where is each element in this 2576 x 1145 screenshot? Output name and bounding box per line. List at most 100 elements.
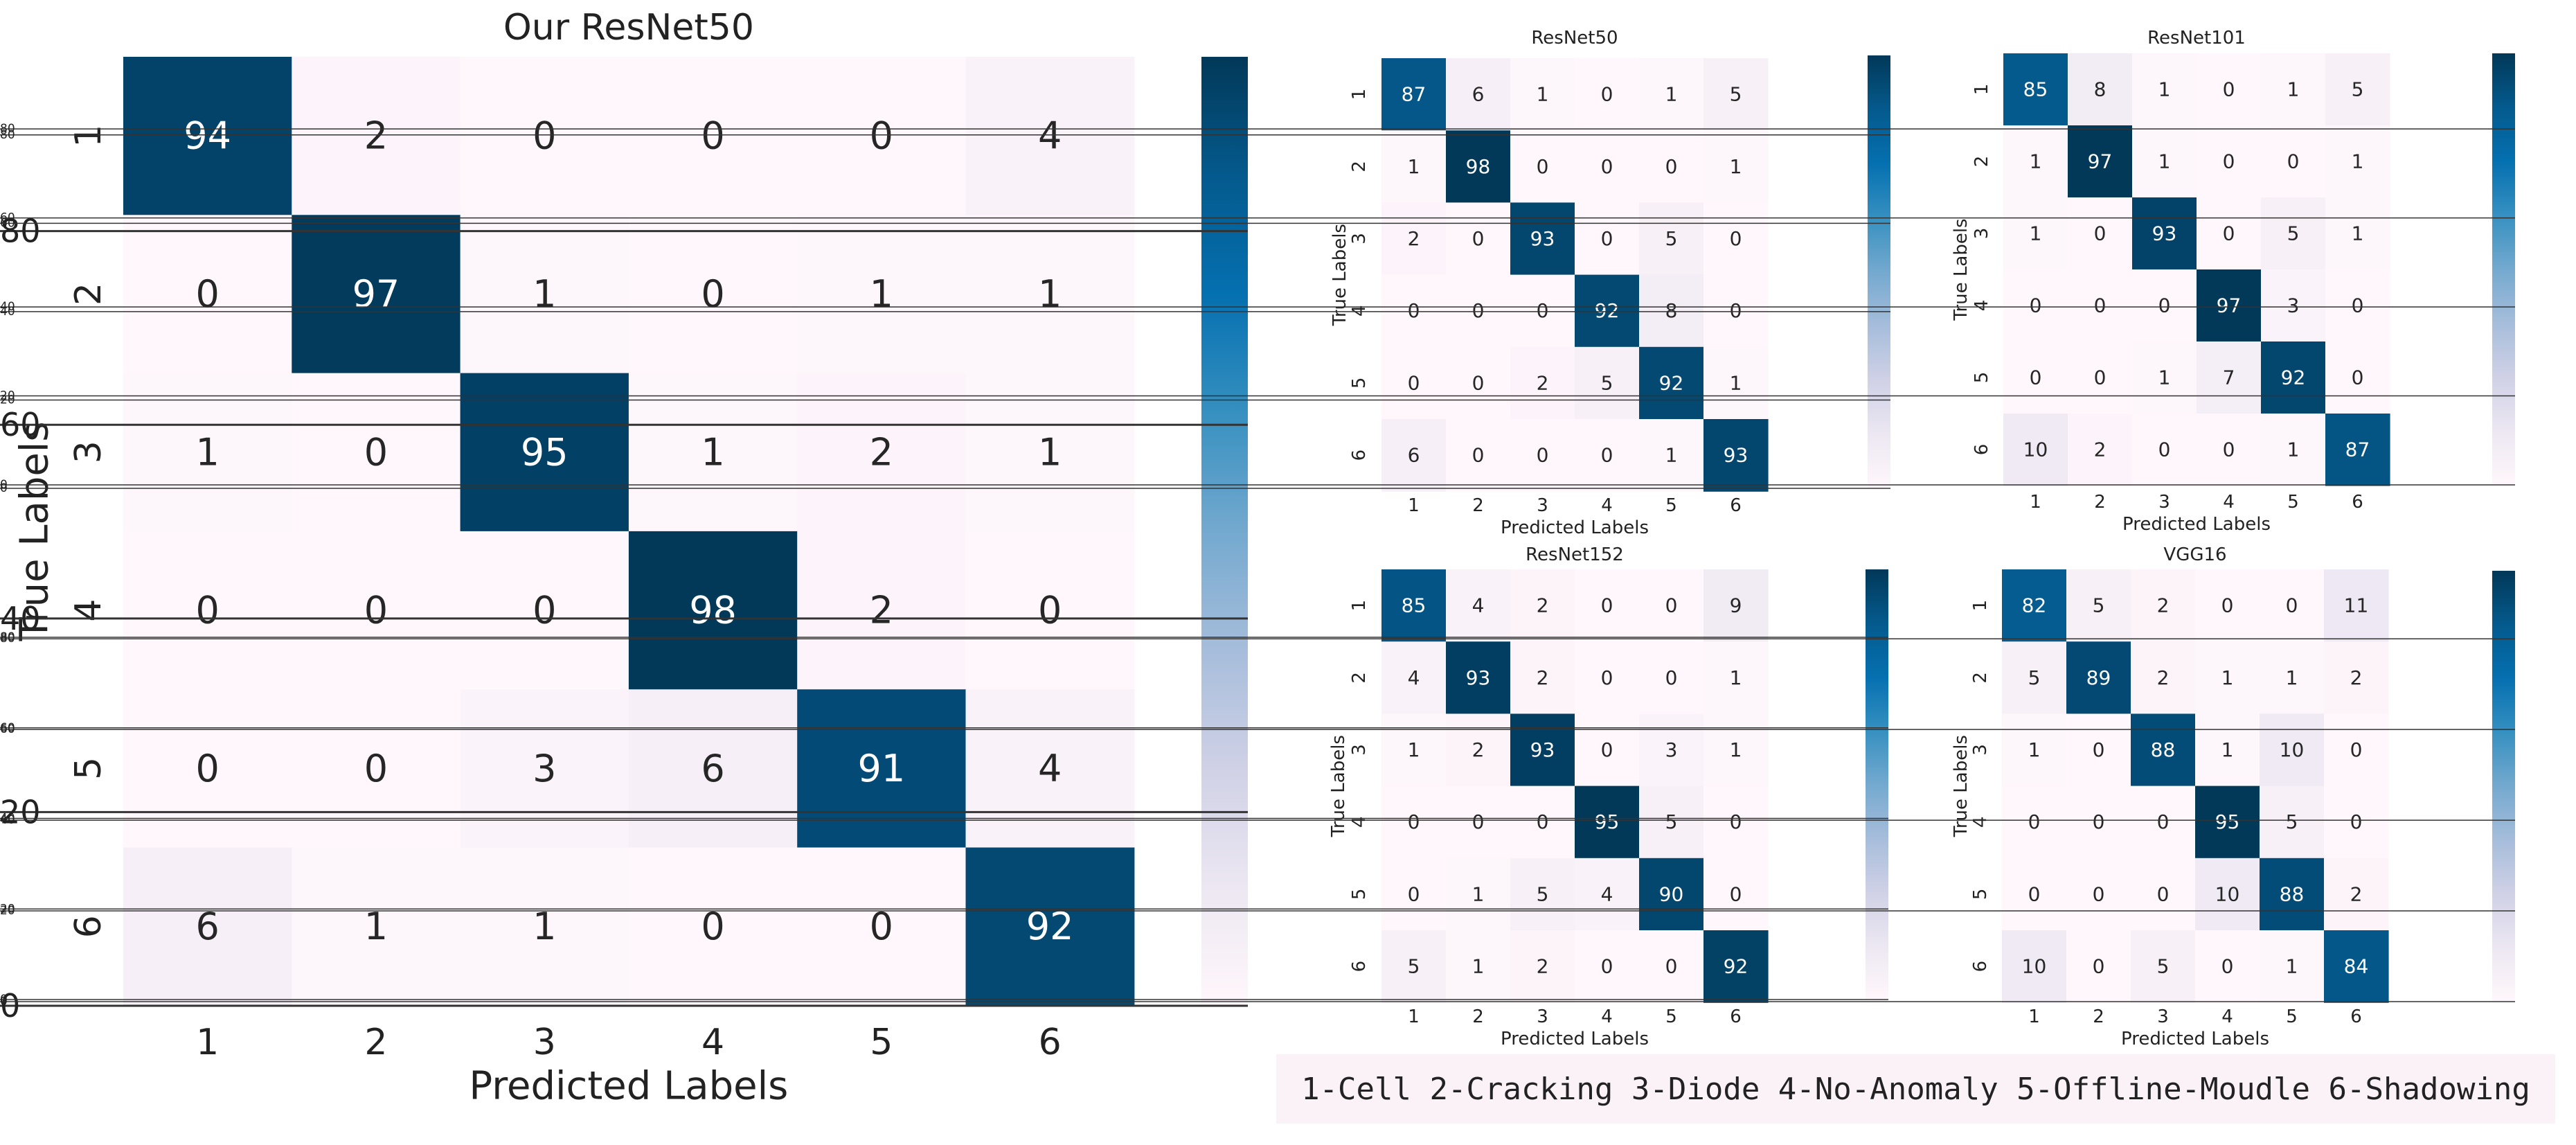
cell-value-label: 93 — [1466, 666, 1491, 689]
cell-value-label: 0 — [1601, 666, 1613, 689]
cell-value-label: 93 — [2152, 222, 2177, 245]
cell-value-label: 1 — [2030, 222, 2042, 245]
heatmap-cell — [2325, 341, 2390, 414]
heatmap-cell — [123, 531, 292, 690]
y-tick-label: 4 — [1349, 305, 1370, 317]
cell-value-label: 0 — [1537, 810, 1549, 833]
cell-value-label: 95 — [521, 430, 569, 474]
cell-value-label: 97 — [2217, 294, 2242, 317]
cell-value-label: 0 — [2350, 738, 2363, 761]
x-axis-label: Predicted Labels — [1501, 1029, 1649, 1049]
heatmap-cell — [123, 689, 292, 849]
heatmap-cell — [2002, 713, 2067, 787]
heatmap-cell — [2197, 53, 2262, 126]
heatmap-cell — [2068, 414, 2133, 486]
heatmap-cell — [628, 57, 798, 215]
heatmap-cell — [1381, 419, 1447, 492]
heatmap-cell — [1381, 202, 1447, 276]
heatmap-cell — [1575, 419, 1640, 492]
heatmap-cell — [1510, 858, 1575, 931]
heatmap-cell — [1575, 569, 1640, 642]
cell-value-label: 0 — [2093, 738, 2105, 761]
heatmap-cell — [628, 847, 798, 1006]
colorbar-tick-label: 60 — [0, 722, 15, 736]
heatmap-cell — [1639, 274, 1704, 348]
cell-value-label: 1 — [1472, 882, 1485, 905]
x-axis-label: Predicted Labels — [469, 1064, 788, 1109]
cell-value-label: 0 — [1665, 155, 1678, 178]
heatmap-cell — [1639, 202, 1704, 276]
cell-value-label: 0 — [1472, 299, 1485, 322]
colorbar-tick-label: 20 — [0, 902, 15, 916]
x-tick-label: 4 — [2223, 492, 2235, 513]
heatmap-cell — [628, 689, 798, 849]
heatmap-cell — [2002, 785, 2067, 859]
heatmap-cell — [2132, 53, 2197, 126]
heatmap-cell — [1575, 274, 1640, 348]
cell-value-label: 0 — [701, 272, 724, 316]
heatmap-cell — [2261, 125, 2326, 198]
heatmap-cell — [2002, 930, 2067, 1003]
colorbar-tick-label: 80 — [0, 122, 15, 136]
heatmap-cell — [2197, 269, 2262, 342]
cell-value-label: 92 — [1595, 299, 1620, 322]
heatmap-cell — [628, 215, 798, 374]
cell-value-label: 1 — [870, 272, 893, 316]
heatmap-cell — [1381, 58, 1447, 131]
heatmap-title: ResNet152 — [1526, 544, 1624, 565]
heatmap-cell — [1510, 346, 1575, 420]
y-tick-label: 5 — [1349, 889, 1370, 900]
heatmap-cell — [1639, 419, 1704, 492]
heatmap-cell — [1446, 858, 1511, 931]
heatmap-cell — [1510, 274, 1575, 348]
cell-value-label: 6 — [701, 747, 724, 790]
class-legend-text: 1-Cell 2-Cracking 3-Diode 4-No-Anomaly 5… — [1301, 1071, 2530, 1107]
heatmap-title: Our ResNet50 — [503, 7, 754, 48]
cell-value-label: 0 — [2030, 294, 2042, 317]
cell-value-label: 92 — [1724, 955, 1748, 978]
heatmap-cell — [2068, 269, 2133, 342]
heatmap-cell — [2195, 569, 2260, 642]
colorbar-tick-label: 20 — [0, 393, 15, 407]
heatmap-cell — [2325, 125, 2390, 198]
y-tick-label: 4 — [1971, 300, 1992, 312]
heatmap-cell — [1703, 569, 1769, 642]
heatmap-cell — [2066, 569, 2131, 642]
cell-value-label: 0 — [2094, 294, 2107, 317]
heatmap-cell — [2261, 197, 2326, 270]
colorbar — [1201, 57, 1248, 1006]
cell-value-label: 95 — [1595, 810, 1620, 833]
cell-value-label: 0 — [1665, 955, 1678, 978]
heatmap-cell — [2132, 341, 2197, 414]
heatmap-cell — [1510, 713, 1575, 787]
cell-value-label: 0 — [1408, 299, 1420, 322]
heatmap-cell — [2131, 641, 2196, 714]
cell-value-label: 2 — [2094, 438, 2107, 461]
cell-value-label: 87 — [2345, 438, 2370, 461]
heatmap-cell — [2261, 53, 2326, 126]
heatmap-cell — [2066, 641, 2131, 714]
heatmap-cell — [1510, 930, 1575, 1003]
heatmap-cell — [2132, 414, 2197, 486]
heatmap-cell — [292, 215, 461, 374]
cell-value-label: 90 — [1659, 882, 1684, 905]
cell-value-label: 1 — [701, 430, 724, 474]
heatmap-cell — [2260, 785, 2325, 859]
colorbar-tick-label: 60 — [0, 216, 15, 230]
heatmap-cell — [460, 531, 629, 690]
heatmap-cell — [1575, 930, 1640, 1003]
heatmap-cell — [1639, 713, 1704, 787]
cell-value-label: 0 — [1408, 810, 1420, 833]
y-axis-label: True Labels — [1328, 735, 1349, 837]
heatmap-cell — [1381, 930, 1447, 1003]
x-tick-label: 4 — [2221, 1006, 2233, 1027]
cell-value-label: 0 — [364, 747, 388, 790]
colorbar-tick-label: 80 — [0, 630, 15, 644]
x-tick-label: 5 — [1665, 1006, 1677, 1027]
x-tick-label: 6 — [1039, 1022, 1062, 1063]
cell-value-label: 7 — [2223, 366, 2235, 389]
cell-value-label: 4 — [1038, 114, 1062, 158]
heatmap-cell — [2325, 53, 2390, 126]
cell-value-label: 92 — [1026, 905, 1074, 948]
